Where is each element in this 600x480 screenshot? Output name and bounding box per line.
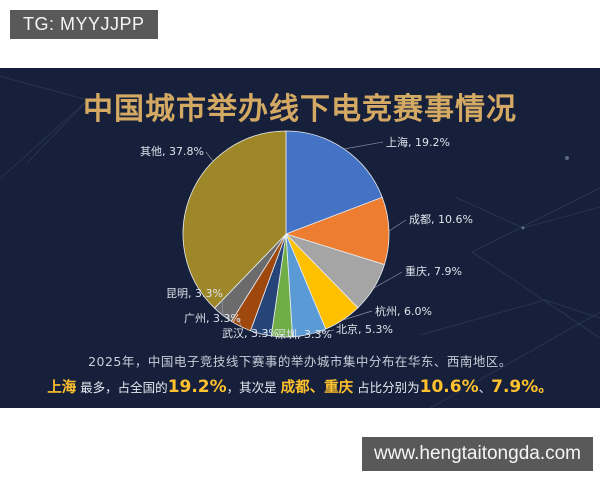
summary-segment: 10.6% — [419, 377, 479, 397]
telegram-watermark-badge: TG: MYYJJPP — [10, 10, 158, 39]
leader-line — [205, 151, 214, 162]
leader-line — [281, 331, 292, 338]
pie-label: 重庆, 7.9% — [405, 265, 462, 278]
pie-slices — [182, 130, 390, 338]
summary-line2: 上海 最多，占全国的19.2%，其次是 成都、重庆 占比分别为10.6%、7.9… — [0, 376, 600, 397]
summary-segment: 7.9% — [491, 377, 539, 397]
summary-segment: 19.2% — [167, 377, 227, 397]
summary-segment: 、 — [478, 380, 492, 395]
summary-segment: 上海 — [47, 380, 77, 396]
summary-line1: 2025年，中国电子竞技线下赛事的举办城市集中分布在华东、西南地区。 — [88, 354, 512, 369]
leader-line — [237, 317, 242, 327]
pie-label: 杭州, 6.0% — [375, 305, 432, 318]
leader-line — [221, 299, 224, 316]
summary-segment: 。 — [538, 380, 553, 396]
label-leader-lines — [205, 141, 407, 338]
summary-segment: 最多，占全国的 — [76, 380, 168, 395]
leader-line — [343, 141, 384, 150]
pie-label: 昆明, 3.3% — [166, 287, 223, 300]
leader-line — [260, 331, 269, 335]
summary-segment: 占比分别为 — [353, 380, 420, 395]
constellation-decor-dots — [86, 98, 569, 230]
pie-label: 上海, 19.2% — [386, 136, 450, 149]
pie-label: 其他, 37.8% — [140, 145, 204, 158]
website-watermark-badge: www.hengtaitongda.com — [361, 437, 593, 471]
leader-line — [308, 329, 335, 335]
chart-title: 中国城市举办线下电竞赛事情况 — [83, 92, 517, 127]
summary-segment: ，其次是 — [226, 380, 281, 395]
pie-label: 广州, 3.3% — [184, 312, 241, 325]
leader-line — [388, 219, 407, 232]
summary-segment: 成都、重庆 — [280, 380, 354, 396]
leader-line — [342, 310, 373, 321]
pie-label: 北京, 5.3% — [336, 323, 393, 336]
pie-slice — [182, 130, 287, 309]
pie-label: 深圳, 3.3% — [275, 328, 332, 341]
leader-line — [373, 271, 403, 289]
summary-block: 2025年，中国电子竞技线下赛事的举办城市集中分布在华东、西南地区。 上海 最多… — [0, 351, 600, 397]
constellation-decor-lines — [0, 75, 600, 409]
pie-label: 成都, 10.6% — [409, 213, 473, 226]
pie-label: 武汉, 3.3% — [222, 327, 279, 340]
